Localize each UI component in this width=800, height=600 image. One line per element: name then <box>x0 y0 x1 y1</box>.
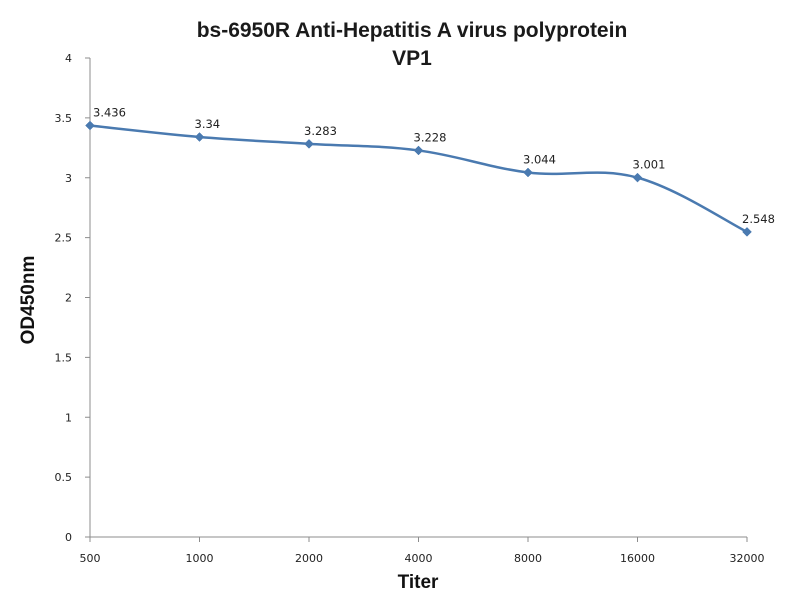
data-label: 3.283 <box>304 124 337 138</box>
data-label: 3.34 <box>195 117 221 131</box>
y-tick-label: 2.5 <box>55 232 73 245</box>
data-label: 3.001 <box>633 158 666 172</box>
y-tick-label: 3.5 <box>55 112 73 125</box>
data-label: 2.548 <box>742 212 775 226</box>
y-tick-label: 0 <box>65 531 72 544</box>
data-label: 3.436 <box>93 106 126 120</box>
x-tick-label: 2000 <box>295 552 323 565</box>
data-point-marker <box>194 132 205 142</box>
y-tick-label: 2 <box>65 292 72 305</box>
data-point-marker <box>742 227 752 237</box>
y-tick-label: 1 <box>65 411 72 424</box>
data-point-marker <box>304 139 314 149</box>
x-tick-label: 1000 <box>186 552 214 565</box>
x-tick-label: 500 <box>80 552 101 565</box>
x-axis-ticks: 500 1000 2000 4000 8000 16000 32000 <box>80 537 765 565</box>
data-point-marker <box>523 167 533 178</box>
x-tick-label: 32000 <box>730 552 765 565</box>
data-label: 3.044 <box>523 152 556 166</box>
chart-subtitle: VP1 <box>392 47 432 70</box>
series-group <box>85 120 752 237</box>
data-point-marker <box>85 120 95 131</box>
data-point-marker <box>632 172 643 183</box>
x-tick-label: 16000 <box>620 552 655 565</box>
y-tick-label: 0.5 <box>55 471 73 484</box>
y-tick-label: 3 <box>65 172 72 185</box>
x-tick-label: 4000 <box>405 552 433 565</box>
y-tick-label: 1.5 <box>55 351 73 364</box>
x-tick-label: 8000 <box>514 552 542 565</box>
data-point-marker <box>413 145 424 156</box>
y-axis-ticks: 0 0.5 1 1.5 2 2.5 3 3.5 4 <box>55 52 90 544</box>
data-labels: 3.436 3.34 3.283 3.228 3.044 3.001 2.548 <box>93 106 775 226</box>
y-tick-label: 4 <box>65 52 72 65</box>
x-axis-title: Titer <box>398 572 439 593</box>
data-label: 3.228 <box>414 130 447 144</box>
chart-title: bs-6950R Anti-Hepatitis A virus polyprot… <box>197 19 628 42</box>
y-axis-title: OD450nm <box>18 256 39 345</box>
